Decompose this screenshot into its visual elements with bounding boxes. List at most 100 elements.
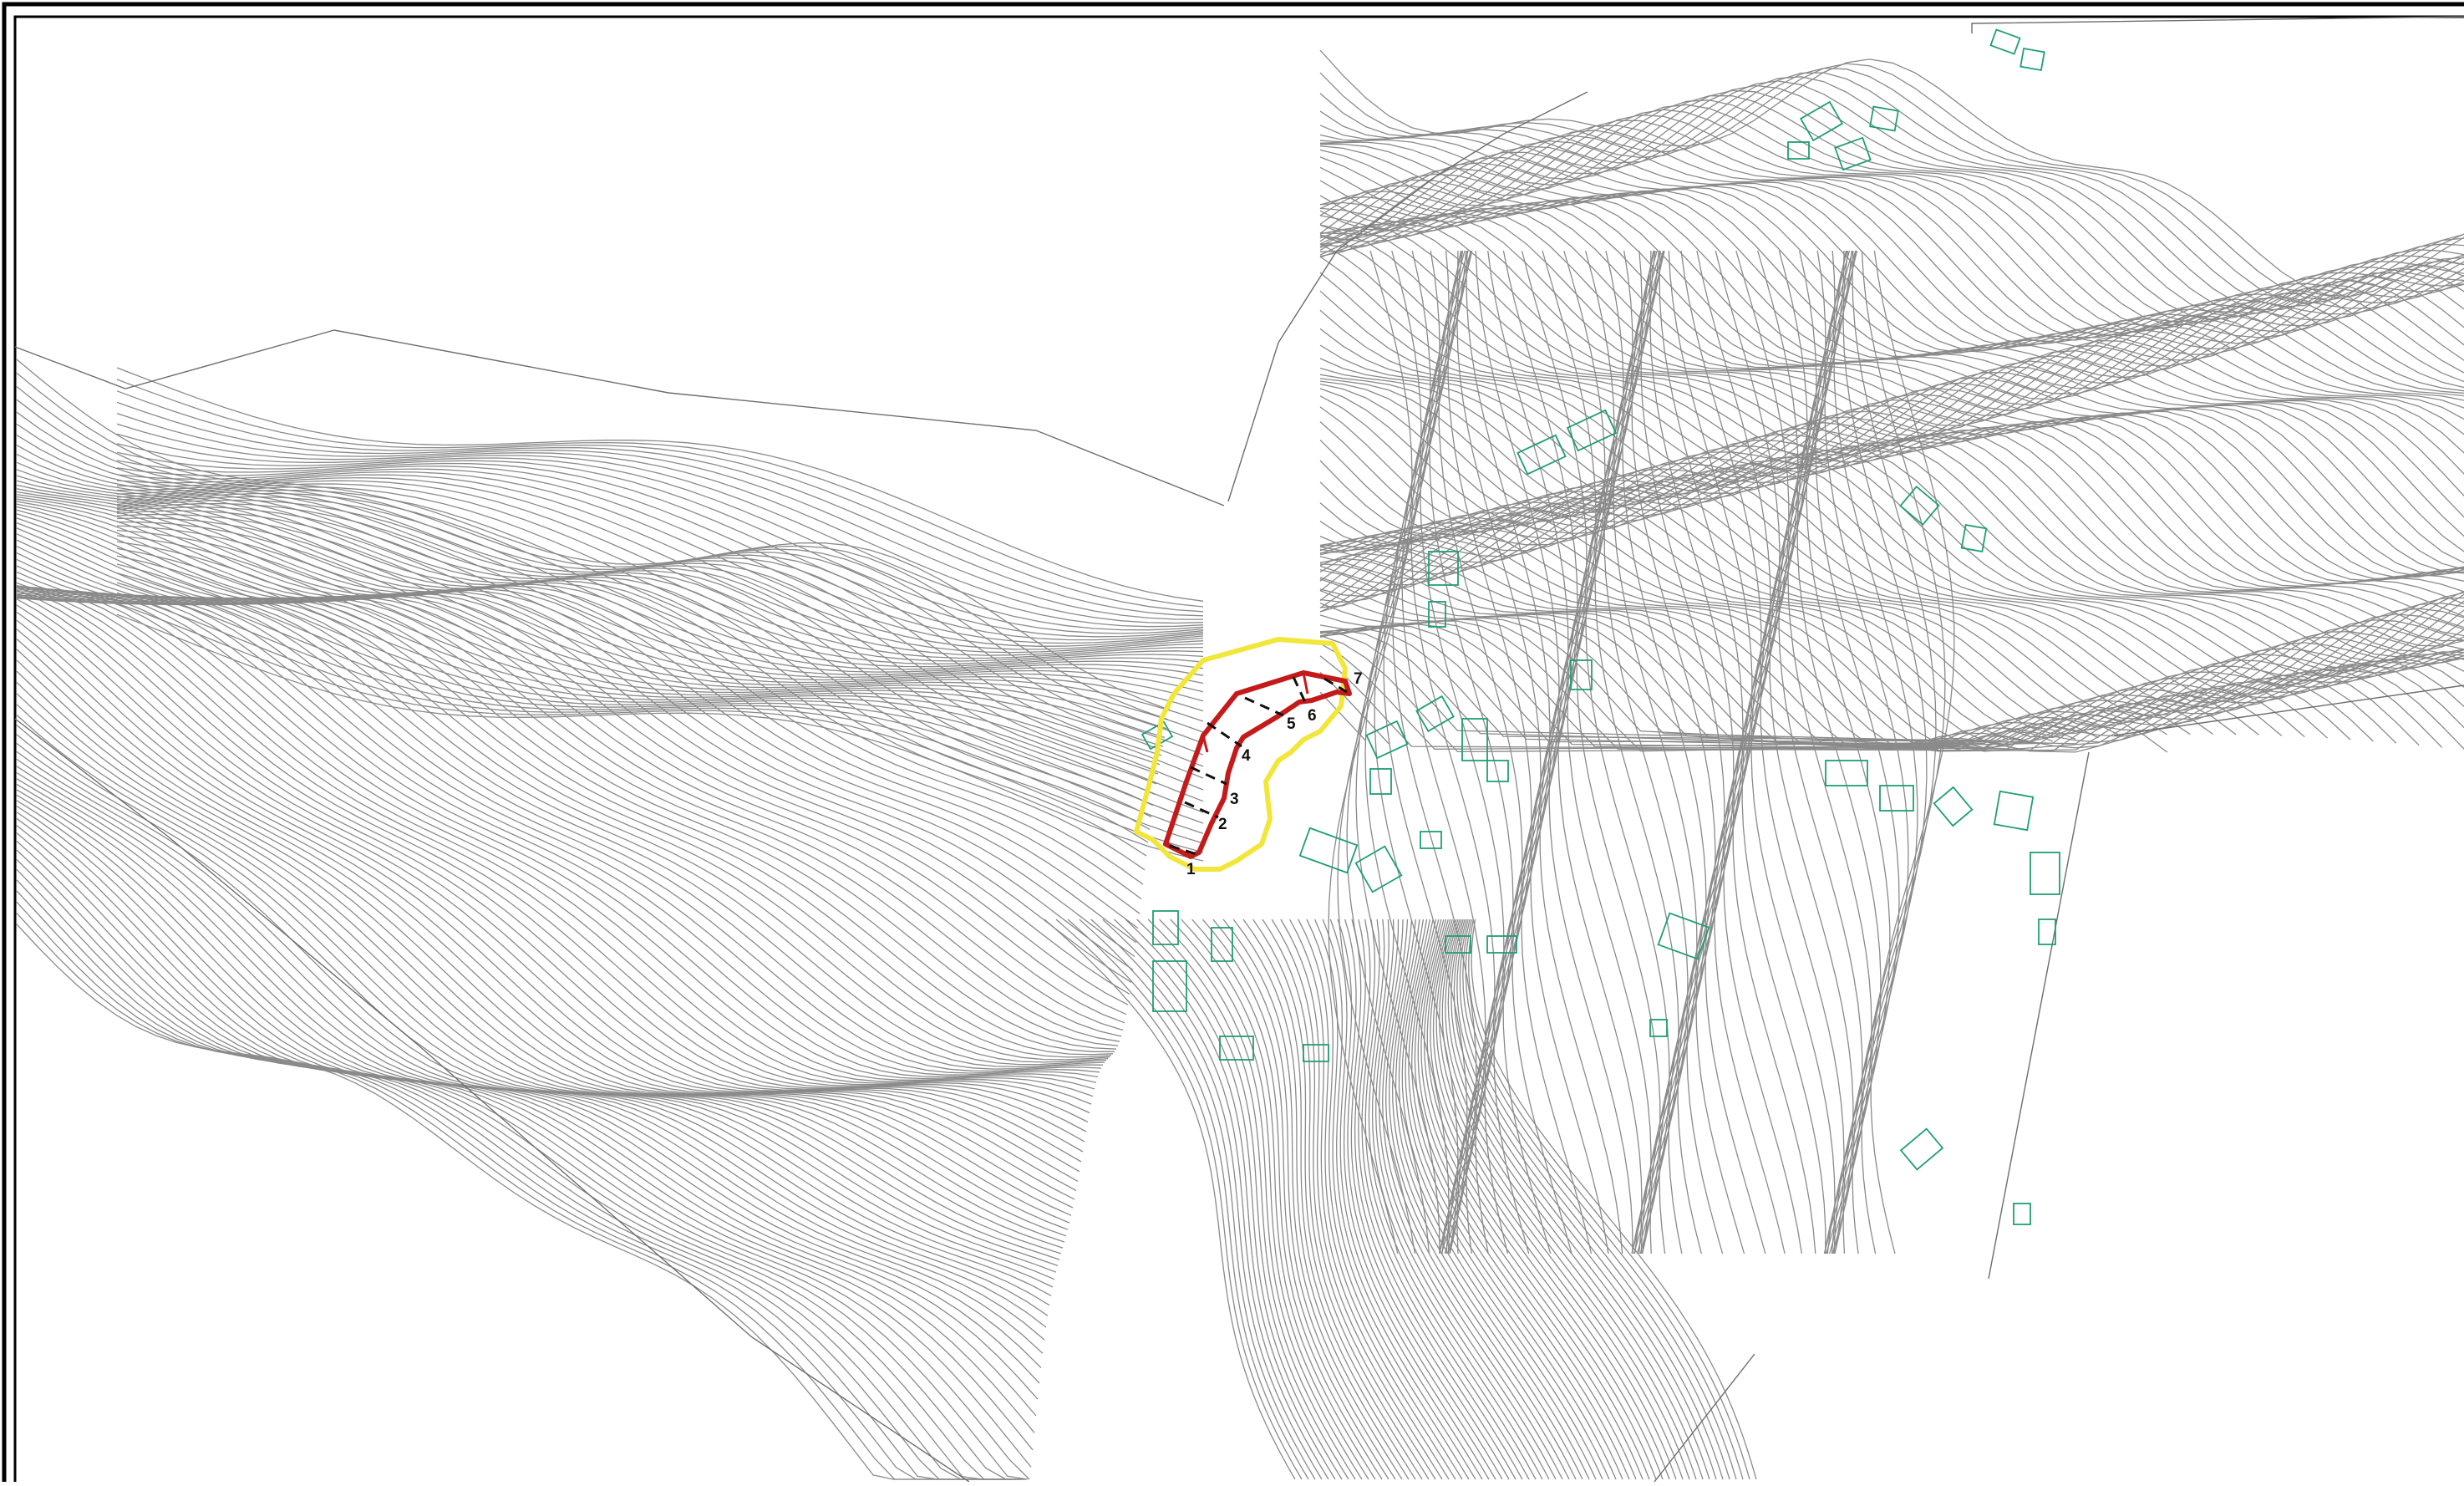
contour-line xyxy=(1815,250,1900,1254)
contour-line xyxy=(1319,243,2464,575)
contour-line xyxy=(1319,626,2099,749)
contour-line xyxy=(1417,919,1637,1480)
contour-line xyxy=(1319,629,2054,748)
contour-line xyxy=(1319,493,2464,731)
building-footprint xyxy=(1799,100,1844,142)
contour-line xyxy=(1319,628,2076,741)
contour-line xyxy=(16,840,1026,1480)
contour-line xyxy=(116,541,1204,779)
contour-line xyxy=(116,474,1204,650)
contour-line xyxy=(16,498,1141,914)
section-marker-2: 2 xyxy=(1218,816,1227,833)
building-footprint xyxy=(1152,960,1187,1012)
building-footprint xyxy=(1486,935,1517,954)
contour-line xyxy=(1288,919,1450,1480)
contour-line xyxy=(16,800,1037,1417)
contour-line xyxy=(1471,919,1757,1480)
contour-line xyxy=(116,480,1204,656)
contour-line xyxy=(1319,135,2464,344)
contour-line xyxy=(16,588,1090,1114)
contour-line xyxy=(1319,470,2464,709)
survey-boundary xyxy=(14,16,2464,1483)
building-footprint xyxy=(1787,141,1810,160)
contour-line xyxy=(1806,250,1891,1254)
contour-line xyxy=(1668,250,1753,1254)
contour-line xyxy=(116,433,1204,628)
contour-line xyxy=(16,789,1040,1384)
contour-line xyxy=(1090,919,1323,1480)
contour-line xyxy=(1319,130,2464,341)
contour-line xyxy=(1408,919,1617,1480)
contour-line xyxy=(116,603,1204,853)
contour-line xyxy=(1319,501,2464,739)
contour-line xyxy=(16,639,1069,1230)
contour-line xyxy=(116,412,1204,620)
contour-line xyxy=(16,659,1065,1243)
contour-line xyxy=(16,901,1016,1480)
contour-line xyxy=(1319,395,2464,653)
contour-line xyxy=(1695,250,1781,1254)
contour-line xyxy=(16,725,1055,1280)
contour-line xyxy=(1319,631,2030,745)
section-marker-4: 4 xyxy=(1242,747,1251,765)
contour-line xyxy=(16,593,1107,1066)
contour-line xyxy=(116,443,1204,631)
contour-line xyxy=(1414,919,1630,1480)
contour-line xyxy=(1319,205,2464,416)
contour-line xyxy=(16,890,1018,1480)
contour-line xyxy=(1640,250,1725,1254)
contour-line xyxy=(1319,406,2464,658)
contour-line xyxy=(116,582,1204,834)
contour-line xyxy=(16,590,1094,1097)
contour-line xyxy=(1429,250,1514,1254)
building-footprint xyxy=(2013,1203,2031,1225)
contour-line xyxy=(1147,919,1356,1480)
contour-line xyxy=(1405,919,1610,1480)
contour-line xyxy=(1114,919,1336,1480)
contour-line xyxy=(16,704,1059,1267)
contour-line xyxy=(116,613,1204,862)
contour-line xyxy=(1391,919,1583,1480)
contour-line xyxy=(16,480,1151,830)
building-footprint xyxy=(1869,105,1899,132)
contour-line xyxy=(1622,250,1707,1254)
contour-line xyxy=(16,501,1139,929)
contour-line xyxy=(116,496,1204,670)
contour-line xyxy=(116,476,1204,654)
contour-line xyxy=(1102,919,1329,1480)
contour-line xyxy=(16,868,1021,1480)
contour-line xyxy=(16,585,1087,1132)
contour-line xyxy=(1319,557,2351,749)
contour-line xyxy=(1441,919,1690,1480)
contour-line xyxy=(1796,250,1882,1254)
contour-line xyxy=(1319,421,2464,663)
contour-line xyxy=(1723,250,1808,1254)
section-marker-3: 3 xyxy=(1230,791,1239,808)
contour-line xyxy=(1445,919,1697,1480)
contour-line xyxy=(1714,250,1799,1254)
contour-line xyxy=(116,499,1204,676)
section-marker-1: 1 xyxy=(1186,861,1196,878)
contour-line xyxy=(116,492,1204,668)
contour-line xyxy=(16,858,1023,1480)
contour-line xyxy=(16,598,1077,1192)
contour-line xyxy=(116,525,1204,745)
contour-line xyxy=(1319,569,2305,752)
contour-line xyxy=(1319,114,2464,334)
contour-line xyxy=(1852,250,1937,1254)
contour-line xyxy=(1319,380,2464,637)
contour-line xyxy=(16,778,1044,1354)
contour-line xyxy=(1055,919,1303,1480)
contour-line xyxy=(16,805,1035,1433)
contour-line xyxy=(16,734,1054,1288)
contour-line xyxy=(1319,374,2464,618)
contour-line xyxy=(1319,383,2464,642)
contour-line xyxy=(1125,919,1343,1480)
contour-line xyxy=(1603,250,1689,1254)
contour-line xyxy=(1280,919,1443,1480)
building-footprint xyxy=(1152,910,1179,945)
contour-line xyxy=(116,592,1204,844)
building-footprint xyxy=(2019,47,2045,72)
contour-line xyxy=(1262,919,1430,1480)
